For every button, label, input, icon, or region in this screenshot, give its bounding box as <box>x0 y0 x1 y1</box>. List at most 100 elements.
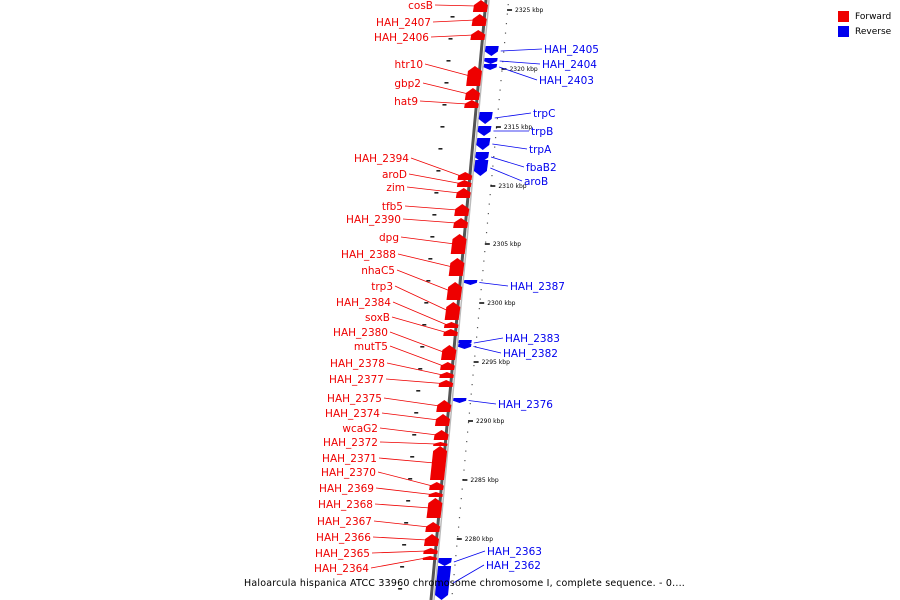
forward-label-HAH_2394: HAH_2394 <box>354 153 409 165</box>
scale-dot <box>491 175 493 177</box>
legend: Forward Reverse <box>838 9 891 39</box>
reverse-leader-HAH_2382 <box>473 346 502 354</box>
forward-leader-HAH_2370 <box>377 471 433 487</box>
reverse-label-trpC: trpC <box>533 108 555 120</box>
scale-dot <box>501 70 503 72</box>
forward-label-HAH_2375: HAH_2375 <box>327 393 382 405</box>
forward-label-HAH_2388: HAH_2388 <box>341 249 396 261</box>
forward-leader-tfb5 <box>404 205 458 211</box>
scale-dot <box>474 355 476 357</box>
forward-leader-HAH_2375 <box>383 397 440 407</box>
forward-leader-cosB <box>434 4 477 7</box>
scale-dot <box>494 146 496 148</box>
scale-mark <box>412 434 417 436</box>
forward-label-HAH_2371: HAH_2371 <box>322 453 377 465</box>
forward-gene-HAH_2377 <box>438 380 454 387</box>
forward-leader-HAH_2378 <box>386 362 443 376</box>
scale-mark <box>442 104 447 106</box>
forward-leader-aroD <box>408 173 461 184</box>
scale-mark <box>444 82 449 84</box>
forward-label-trp3: trp3 <box>371 281 393 293</box>
reverse-gene-trpB <box>477 126 492 136</box>
reverse-leader-HAH_2376 <box>468 400 497 405</box>
scale-dot <box>453 574 455 576</box>
forward-gene-HAH_2380 <box>441 345 457 360</box>
scale-dot <box>484 251 486 253</box>
forward-leader-HAH_2369 <box>375 487 432 495</box>
reverse-gene-HAH_2405 <box>484 46 499 56</box>
forward-gene-HAH_2372 <box>433 442 448 446</box>
scale-dot <box>504 32 507 34</box>
scale-dot <box>458 517 461 519</box>
forward-label-HAH_2390: HAH_2390 <box>346 214 401 226</box>
scale-dot <box>471 384 473 386</box>
scale-dot <box>499 89 501 91</box>
forward-label-zim: zim <box>386 182 405 194</box>
forward-label-HAH_2378: HAH_2378 <box>330 358 385 370</box>
reverse-gene-fbaB2 <box>475 152 490 162</box>
scale-mark <box>446 60 451 62</box>
scale-mark <box>434 192 439 194</box>
tick-label: 2325 kbp <box>515 7 543 14</box>
forward-label-hat9: hat9 <box>394 96 418 108</box>
forward-leader-HAH_2368 <box>374 503 431 509</box>
reverse-label-HAH_2404: HAH_2404 <box>542 59 597 71</box>
tick-label: 2315 kbp <box>504 124 532 131</box>
reverse-label-trpB: trpB <box>531 126 553 138</box>
scale-dot <box>498 99 500 101</box>
forward-gene-HAH_2365 <box>423 548 438 554</box>
scale-mark <box>428 258 433 260</box>
reverse-label-HAH_2363: HAH_2363 <box>487 546 542 558</box>
reverse-label-fbaB2: fbaB2 <box>526 162 557 174</box>
forward-leader-nhaC5 <box>396 269 451 292</box>
scale-dot <box>473 365 475 367</box>
legend-forward: Forward <box>838 9 891 24</box>
scale-dot <box>452 583 454 585</box>
scale-mark <box>450 16 455 18</box>
reverse-label-trpA: trpA <box>529 144 552 156</box>
forward-gene-HAH_2369 <box>428 492 443 497</box>
tick-label: 2305 kbp <box>493 241 521 248</box>
scale-dot <box>503 51 505 53</box>
forward-gene-htr10 <box>466 66 482 86</box>
forward-gene-HAH_2388 <box>448 258 465 276</box>
reverse-leader-trpC <box>494 112 532 119</box>
scale-dot <box>483 260 485 262</box>
forward-label-HAH_2372: HAH_2372 <box>323 437 378 449</box>
tick-label: 2300 kbp <box>487 300 515 307</box>
forward-label-dpg: dpg <box>379 232 399 244</box>
reverse-gene-HAH_2403 <box>483 64 498 70</box>
forward-leader-hat9 <box>419 100 468 105</box>
forward-leader-HAH_2372 <box>379 441 437 445</box>
reverse-leader-HAH_2363 <box>453 550 486 563</box>
forward-label-HAH_2407: HAH_2407 <box>376 17 431 29</box>
scale-dot <box>494 137 497 139</box>
forward-leader-HAH_2394 <box>410 157 462 177</box>
forward-gene-cosB <box>472 0 488 12</box>
forward-leader-trp3 <box>394 285 449 312</box>
tick-label: 2310 kbp <box>498 183 526 190</box>
forward-label-HAH_2374: HAH_2374 <box>325 408 380 420</box>
forward-leader-HAH_2364 <box>370 557 426 569</box>
scale-mark <box>402 544 407 546</box>
forward-gene-aroD <box>456 180 472 187</box>
reverse-gene-HAH_2363 <box>438 558 452 566</box>
scale-dot <box>459 507 461 509</box>
scale-dot <box>457 536 459 538</box>
caption: Haloarcula hispanica ATCC 33960 chromoso… <box>244 578 686 589</box>
forward-leader-HAH_2390 <box>402 218 457 224</box>
scale-dot <box>486 222 489 224</box>
scale-dot <box>497 108 499 110</box>
forward-gene-soxB <box>443 329 458 336</box>
forward-leader-zim <box>406 186 460 194</box>
scale-dot <box>480 289 482 291</box>
scale-dot <box>482 270 484 272</box>
forward-label-HAH_2380: HAH_2380 <box>333 327 388 339</box>
scale-dot <box>467 422 470 424</box>
reverse-label-HAH_2382: HAH_2382 <box>503 348 558 360</box>
scale-dot <box>475 346 477 348</box>
tick-label: 2285 kbp <box>470 477 498 484</box>
forward-leader-soxB <box>391 316 447 333</box>
scale-dot <box>464 460 466 462</box>
reverse-gene-HAH_2387 <box>463 280 478 285</box>
